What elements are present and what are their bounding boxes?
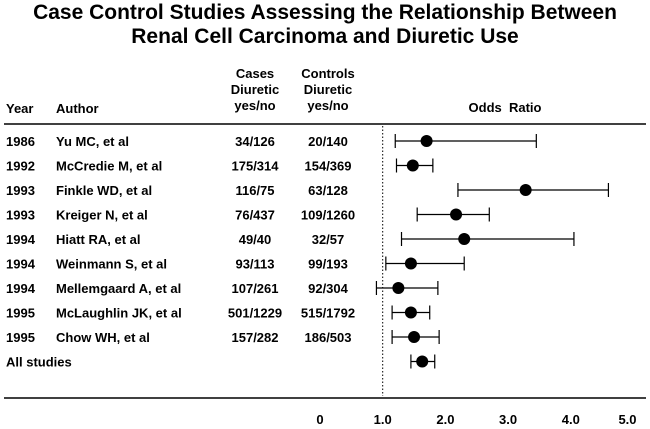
row-controls-1: 154/369 bbox=[305, 159, 352, 174]
row-cases-3: 76/437 bbox=[235, 208, 275, 223]
row-year-1: 1992 bbox=[6, 159, 35, 174]
row-cases-6: 107/261 bbox=[232, 281, 279, 296]
row-year-5: 1994 bbox=[6, 257, 36, 272]
row-cases-1: 175/314 bbox=[232, 159, 280, 174]
row-controls-4: 32/57 bbox=[312, 232, 345, 247]
row-author-1: McCredie M, et al bbox=[56, 159, 162, 174]
row-author-5: Weinmann S, et al bbox=[56, 257, 167, 272]
odds-ratio-point-2 bbox=[519, 184, 532, 196]
row-controls-3: 109/1260 bbox=[301, 208, 355, 223]
column-header-cases: Cases Diuretic yes/no bbox=[222, 66, 288, 114]
column-header-cases-line-2: Diuretic bbox=[230, 82, 280, 97]
column-header-controls-line-1: Controls bbox=[301, 66, 355, 81]
row-cases-5: 93/113 bbox=[235, 257, 274, 272]
x-tick-label-3: 3.0 bbox=[499, 412, 517, 427]
odds-ratio-point-0 bbox=[420, 135, 433, 147]
row-year-8: 1995 bbox=[6, 330, 35, 345]
row-cases-8: 157/282 bbox=[232, 330, 279, 345]
odds-ratio-point-1 bbox=[406, 159, 419, 172]
x-tick-label-5: 5.0 bbox=[618, 412, 636, 427]
row-year-2: 1993 bbox=[6, 183, 35, 198]
row-author-4: Hiatt RA, et al bbox=[56, 232, 141, 247]
odds-ratio-point-6 bbox=[392, 282, 405, 294]
row-year-4: 1994 bbox=[6, 232, 36, 247]
odds-ratio-point-4 bbox=[458, 233, 471, 245]
odds-ratio-point-5 bbox=[404, 257, 417, 270]
row-controls-5: 99/193 bbox=[308, 257, 348, 272]
row-author-8: Chow WH, et al bbox=[56, 330, 150, 345]
row-cases-7: 501/1229 bbox=[228, 306, 282, 321]
row-year-6: 1994 bbox=[6, 281, 36, 296]
x-tick-label-0: 0 bbox=[316, 412, 323, 427]
row-author-3: Kreiger N, et al bbox=[56, 208, 148, 223]
column-header-year: Year bbox=[6, 101, 34, 116]
x-tick-label-2: 2.0 bbox=[436, 412, 454, 427]
column-header-controls: Controls Diuretic yes/no bbox=[291, 66, 365, 114]
x-tick-label-1: 1.0 bbox=[374, 412, 392, 427]
row-cases-4: 49/40 bbox=[239, 232, 272, 247]
column-header-cases-line-1: Cases bbox=[235, 66, 275, 81]
row-year-0: 1986 bbox=[6, 134, 35, 149]
odds-ratio-point-7 bbox=[404, 306, 417, 319]
row-author-9: All studies bbox=[6, 355, 72, 370]
row-cases-2: 116/75 bbox=[235, 183, 274, 198]
column-header-controls-line-3: yes/no bbox=[307, 98, 349, 113]
x-tick-label-4: 4.0 bbox=[562, 412, 580, 427]
row-author-0: Yu MC, et al bbox=[56, 134, 129, 149]
column-header-cases-line-3: yes/no bbox=[234, 98, 276, 113]
chart-title-line-1: Case Control Studies Assessing the Relat… bbox=[33, 1, 617, 24]
odds-ratio-point-8 bbox=[408, 331, 421, 343]
row-year-3: 1993 bbox=[6, 208, 35, 223]
row-author-7: McLaughlin JK, et al bbox=[56, 306, 182, 321]
row-year-7: 1995 bbox=[6, 306, 35, 321]
row-author-2: Finkle WD, et al bbox=[56, 183, 152, 198]
odds-ratio-point-9 bbox=[416, 355, 429, 368]
row-author-6: Mellemgaard A, et al bbox=[56, 281, 181, 296]
row-controls-8: 186/503 bbox=[305, 330, 352, 345]
row-controls-0: 20/140 bbox=[308, 134, 348, 149]
row-controls-2: 63/128 bbox=[308, 183, 348, 198]
column-header-odds-ratio: Odds Ratio bbox=[468, 100, 542, 115]
column-header-controls-line-2: Diuretic bbox=[303, 82, 353, 97]
row-cases-0: 34/126 bbox=[235, 134, 275, 149]
chart-title-line-2: Renal Cell Carcinoma and Diuretic Use bbox=[131, 25, 519, 48]
row-controls-7: 515/1792 bbox=[301, 306, 355, 321]
odds-ratio-point-3 bbox=[450, 208, 463, 221]
row-controls-6: 92/304 bbox=[308, 281, 349, 296]
column-header-author: Author bbox=[56, 101, 99, 116]
